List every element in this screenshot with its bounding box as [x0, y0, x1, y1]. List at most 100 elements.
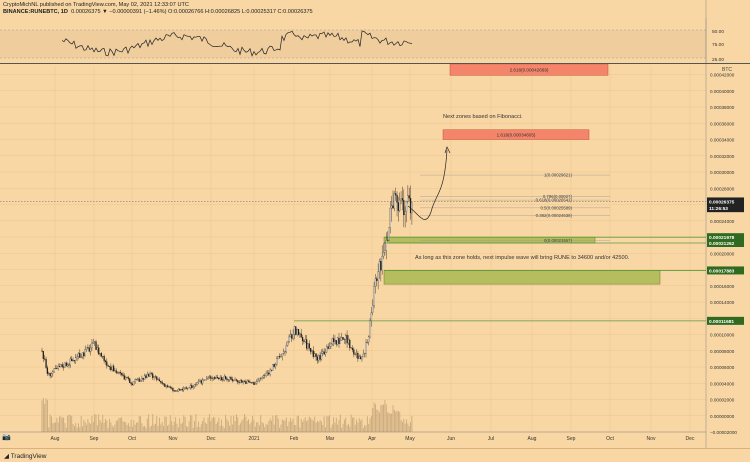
volume-bar	[136, 423, 137, 432]
volume-bar	[409, 426, 410, 432]
x-tick-label: Feb	[290, 436, 299, 442]
volume-bar	[399, 412, 400, 432]
volume-bar	[401, 420, 402, 432]
volume-bar	[81, 416, 82, 432]
candle	[403, 189, 404, 227]
volume-bar	[355, 425, 356, 432]
candle	[179, 388, 180, 390]
volume-bar	[154, 425, 155, 432]
x-tick-label: Jun	[447, 436, 455, 442]
volume-bar	[129, 426, 130, 432]
x-tick-label: 2021	[248, 436, 259, 442]
candle	[137, 378, 138, 381]
price-badge: 11:26:53	[707, 204, 744, 212]
candle	[334, 335, 335, 344]
volume-bar	[123, 421, 124, 432]
grid	[0, 66, 706, 432]
candle	[52, 370, 53, 377]
candle	[270, 368, 271, 377]
candle	[268, 370, 269, 376]
candle	[150, 371, 151, 377]
candle	[170, 386, 171, 390]
candle	[251, 382, 252, 384]
volume-bar	[403, 419, 404, 432]
volume-bar	[225, 415, 226, 432]
volume-bar	[328, 416, 329, 432]
candle	[305, 335, 306, 343]
volume-bar	[156, 416, 157, 432]
candle	[353, 347, 354, 357]
price-badge: 0.00021262	[707, 239, 744, 247]
candle	[186, 386, 187, 389]
candle	[253, 381, 254, 385]
volume-bar	[291, 421, 292, 432]
volume-bar	[73, 424, 74, 432]
candle	[231, 376, 232, 380]
volume-bar	[384, 400, 385, 432]
candle	[240, 379, 241, 383]
candle	[382, 245, 383, 274]
volume-bar	[164, 416, 165, 432]
volume-bar	[243, 419, 244, 432]
volume-bar	[137, 422, 138, 432]
volume-bar	[55, 422, 56, 432]
volume-bar	[110, 422, 111, 432]
candle	[187, 388, 188, 391]
candle	[225, 375, 226, 380]
volume-bar	[146, 428, 147, 432]
volume-bar	[349, 427, 350, 432]
camera-icon[interactable]: 📷	[2, 433, 11, 441]
y-tick-label: 0.00000000	[710, 414, 735, 419]
candle	[355, 352, 356, 355]
price-axis[interactable]: BTC0.000420000.000400000.000380000.00036…	[706, 0, 744, 448]
volume-bar	[121, 417, 122, 432]
candle	[201, 379, 202, 384]
candle	[73, 357, 74, 362]
candle	[302, 335, 303, 345]
candle	[145, 374, 146, 379]
candle	[332, 338, 333, 346]
candle	[356, 349, 357, 358]
candle	[272, 364, 273, 371]
candle	[121, 373, 122, 377]
volume-bar	[52, 423, 53, 432]
candle	[82, 353, 83, 359]
x-tick-label: Jul	[488, 436, 494, 442]
volume-bar	[185, 417, 186, 432]
x-tick-label: Nov	[647, 436, 656, 442]
x-tick-label: Oct	[128, 436, 136, 442]
volume-bar	[175, 417, 176, 432]
candle	[213, 377, 214, 380]
candle	[384, 242, 385, 256]
y-tick-label: 0.00002000	[710, 398, 735, 403]
footer: ◢ TradingView	[0, 448, 750, 462]
candle	[163, 383, 164, 385]
y-tick-label: 0.00038000	[710, 105, 735, 110]
rsi-band	[0, 30, 706, 58]
volume-bar	[318, 422, 319, 432]
candle	[344, 338, 345, 344]
candle	[190, 383, 191, 389]
volume-bar	[289, 422, 290, 432]
volume-bar	[42, 400, 43, 432]
candle	[141, 376, 142, 382]
candle	[298, 329, 299, 336]
candle	[299, 332, 300, 338]
candle	[212, 376, 213, 382]
volume-bar	[217, 422, 218, 432]
volume-bar	[362, 419, 363, 432]
volume-bar	[376, 409, 377, 432]
candle	[156, 376, 157, 382]
candle	[275, 363, 276, 370]
rsi-tick-label: 75.00	[712, 42, 724, 48]
pane-divider[interactable]	[0, 63, 750, 64]
fib-level-label: 2.618(0.00042669)	[510, 67, 549, 72]
volume-bar	[140, 416, 141, 432]
volume-bar	[162, 422, 163, 432]
y-tick-label: 0.00028000	[710, 186, 735, 191]
candle	[193, 385, 194, 389]
price-badge: 0.00017883	[707, 266, 744, 274]
candle	[244, 380, 245, 382]
